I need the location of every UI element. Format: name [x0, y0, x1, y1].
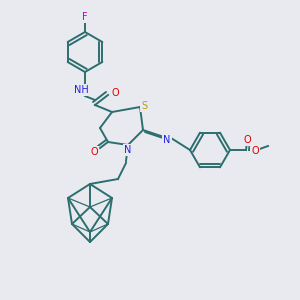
Text: NH: NH	[74, 85, 88, 95]
Text: O: O	[90, 147, 98, 157]
Text: N: N	[124, 145, 132, 155]
Text: O: O	[243, 135, 251, 145]
Text: N: N	[163, 135, 171, 145]
Text: S: S	[141, 101, 147, 111]
Text: O: O	[111, 88, 119, 98]
Text: F: F	[82, 12, 88, 22]
Text: O: O	[251, 146, 259, 156]
